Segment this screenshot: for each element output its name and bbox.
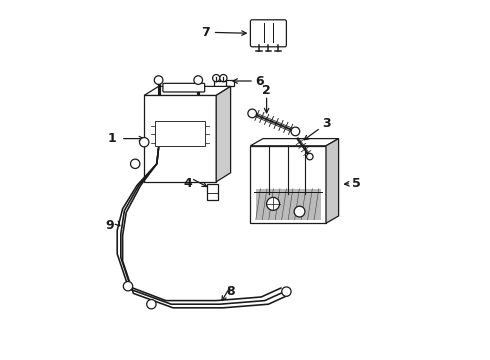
- Circle shape: [248, 109, 257, 118]
- Bar: [207, 184, 218, 200]
- Circle shape: [213, 75, 220, 82]
- Text: 9: 9: [106, 219, 114, 231]
- Polygon shape: [216, 86, 231, 182]
- Bar: [215, 81, 227, 88]
- Text: 1: 1: [107, 132, 116, 145]
- FancyBboxPatch shape: [250, 20, 286, 47]
- Circle shape: [194, 76, 202, 85]
- Circle shape: [154, 76, 163, 85]
- FancyBboxPatch shape: [163, 84, 205, 92]
- Text: 4: 4: [183, 177, 192, 190]
- Circle shape: [307, 153, 313, 160]
- Circle shape: [291, 127, 300, 136]
- Bar: [155, 121, 205, 145]
- Text: 8: 8: [226, 285, 235, 298]
- Polygon shape: [326, 139, 339, 223]
- Bar: [250, 146, 326, 223]
- Text: 5: 5: [352, 177, 361, 190]
- Polygon shape: [250, 139, 339, 146]
- Circle shape: [140, 138, 149, 147]
- Text: 3: 3: [322, 117, 330, 130]
- Text: 2: 2: [262, 84, 271, 96]
- Text: 6: 6: [255, 75, 264, 87]
- Text: 7: 7: [201, 26, 210, 39]
- Bar: [226, 80, 234, 86]
- Bar: [144, 95, 216, 182]
- Bar: [256, 189, 320, 220]
- Circle shape: [130, 159, 140, 168]
- Polygon shape: [144, 86, 231, 95]
- Circle shape: [147, 300, 156, 309]
- Circle shape: [294, 206, 305, 217]
- Circle shape: [123, 282, 133, 291]
- Circle shape: [267, 197, 280, 210]
- Circle shape: [282, 287, 291, 296]
- Circle shape: [220, 75, 227, 82]
